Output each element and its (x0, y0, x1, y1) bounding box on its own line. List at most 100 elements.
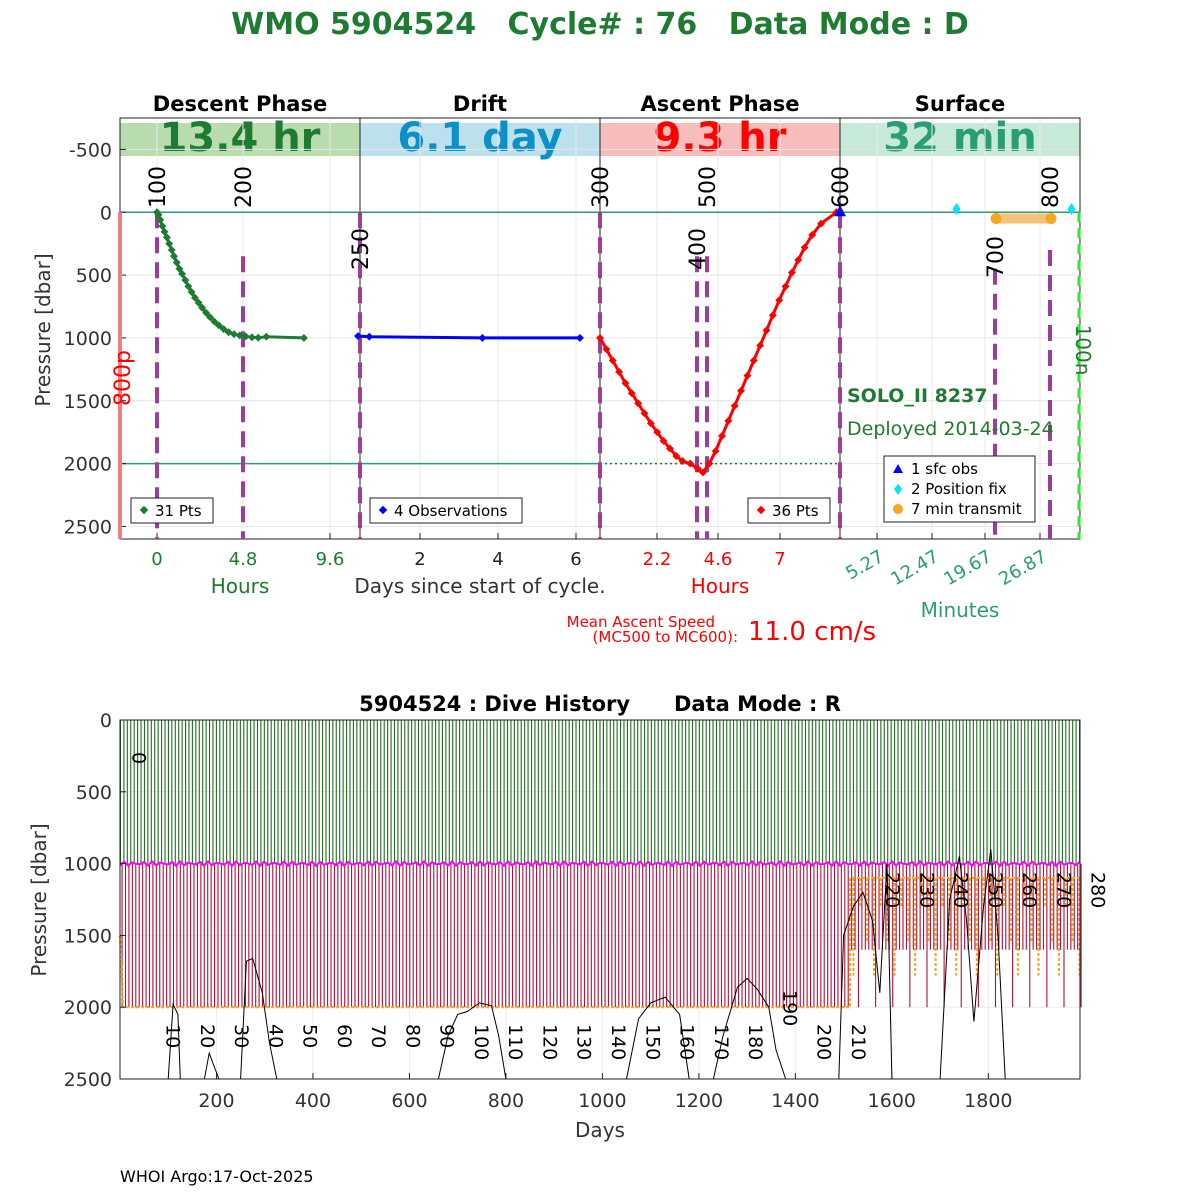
descent-point (162, 233, 171, 242)
history-cycle-label: 120 (538, 1024, 560, 1060)
ascent-point (693, 464, 702, 473)
ascent-point (621, 379, 630, 388)
dive-history-title: 5904524 : Dive History Data Mode : R (359, 692, 841, 716)
x-tick-label-ascent: 7 (774, 549, 785, 570)
ascent-point (659, 437, 668, 445)
x-tick-label-drift: 6 (570, 549, 581, 570)
x-tick-label-surface: 19.67 (940, 546, 995, 590)
ascent-speed-value: 11.0 cm/s (748, 617, 876, 647)
legend-text-drift: 4 Observations (394, 502, 508, 520)
ascent-point (817, 219, 826, 228)
descent-point (160, 227, 169, 236)
descent-point (165, 239, 174, 248)
history-y-tick-label: 2500 (64, 1069, 112, 1091)
phase-title-descent: Descent Phase (153, 92, 327, 116)
history-cycle-label: 260 (1018, 872, 1040, 908)
mission-code-label-200: 200 (232, 166, 257, 208)
descent-point (187, 288, 196, 297)
descent-point (181, 276, 190, 285)
history-x-tick-label: 1200 (675, 1090, 723, 1112)
legend-text-surface: 2 Position fix (911, 480, 1007, 498)
position-fix-point (952, 202, 961, 215)
position-fix-point (1067, 202, 1076, 215)
descent-point (214, 321, 223, 330)
history-y-tick-label: 500 (76, 782, 112, 804)
mission-code-label-500: 500 (696, 166, 721, 208)
descent-point (191, 293, 199, 302)
surface-obs-point (834, 205, 846, 217)
descent-point (299, 333, 308, 342)
x-axis-label-drift: Days since start of cycle. (354, 574, 605, 598)
legend-box-ascent (747, 497, 831, 524)
transmit-start-point (990, 213, 1002, 225)
history-cycle-label: 180 (744, 1024, 766, 1060)
x-axis-label-surface: Minutes (921, 598, 1000, 622)
ascent-point (640, 409, 649, 418)
float-type-label: SOLO_II 8237 (847, 385, 988, 407)
history-cycle-label: 240 (950, 872, 972, 908)
history-plot-frame (119, 719, 1081, 1080)
descent-point (210, 317, 219, 326)
history-cycle-label: 160 (676, 1024, 698, 1060)
history-y-tick-label: 1000 (64, 854, 112, 876)
legend-marker-drift (378, 505, 388, 515)
x-tick-label-ascent: 2.2 (643, 549, 672, 570)
ascent-point (698, 468, 707, 477)
history-cycle-label: 150 (641, 1024, 663, 1060)
history-cycle-label: 220 (881, 872, 903, 908)
phase-duration-surface: 32 min (883, 115, 1036, 161)
mission-code-label-100: 100 (146, 166, 171, 208)
y-tick-label: 2500 (64, 516, 112, 538)
legend-text-surface: 1 sfc obs (911, 460, 978, 478)
x-tick-label-descent: 4.8 (229, 549, 258, 570)
drift-line (357, 334, 580, 340)
mission-code-label-600: 600 (829, 166, 854, 208)
transmit-end-point (1045, 213, 1057, 225)
history-cycle-label: 270 (1052, 872, 1074, 908)
phase-band-descent (120, 123, 360, 156)
drift-point (354, 332, 362, 341)
history-cycle-label: 20 (196, 1024, 218, 1048)
history-x-tick-label: 1400 (771, 1090, 819, 1112)
history-cycle-label: 0 (127, 752, 149, 764)
phase-title-surface: Surface (915, 92, 1005, 116)
legend-marker-sfc-obs (893, 464, 903, 473)
cycle-y-axis-label: Pressure [dbar] (31, 253, 55, 406)
x-axis-label-ascent: Hours (691, 574, 750, 598)
park-pressure-label: 800p (111, 350, 136, 406)
ascent-point (686, 459, 695, 468)
history-cycle-label: 190 (778, 990, 800, 1026)
phase-title-drift: Drift (453, 92, 507, 116)
drift-point (575, 333, 584, 342)
history-y-tick-label: 2000 (64, 997, 112, 1019)
deployment-date-label: Deployed 2014-03-24 (847, 418, 1054, 440)
history-x-tick-label: 400 (295, 1090, 331, 1112)
legend-marker-transmit (893, 504, 903, 514)
phase-band-drift (360, 123, 600, 156)
x-tick-label-ascent: 4.6 (704, 549, 733, 570)
x-tick-label-drift: 4 (492, 549, 503, 570)
ascent-point (781, 282, 790, 291)
x-tick-label-surface: 5.27 (842, 546, 887, 584)
history-x-axis-label: Days (575, 1118, 625, 1142)
history-cycle-label: 90 (436, 1024, 458, 1048)
descent-point (167, 245, 176, 254)
ascent-point (743, 371, 752, 380)
y-tick-label: 500 (76, 265, 112, 287)
drift-point (365, 332, 374, 341)
history-x-tick-label: 200 (198, 1090, 234, 1112)
ascent-point (724, 416, 733, 425)
profile-mode-label: 100n (1071, 325, 1095, 376)
descent-point (254, 333, 263, 342)
history-y-tick-label: 1500 (64, 925, 112, 947)
history-cycle-label: 30 (230, 1024, 252, 1048)
history-cycle-label: 110 (504, 1024, 526, 1060)
descent-point (194, 298, 203, 307)
history-cycle-label: 40 (264, 1024, 286, 1048)
x-tick-label-drift: 2 (414, 549, 425, 570)
x-tick-label-surface: 12.47 (887, 546, 942, 590)
dive-history-chart: 5904524 : Dive History Data Mode : R 0 10… (27, 692, 1109, 1142)
history-bathymetry-line (120, 849, 1080, 1080)
legend-text-descent: 31 Pts (155, 502, 202, 520)
